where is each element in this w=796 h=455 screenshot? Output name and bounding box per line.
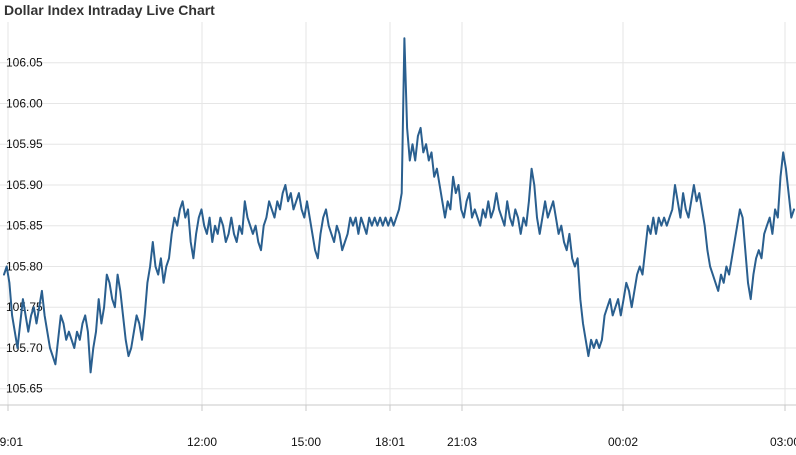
y-tick-label: 105.70 bbox=[6, 341, 43, 355]
x-tick-label: 18:01 bbox=[375, 435, 405, 449]
x-axis-ticks: 09:01 12:00 15:00 18:01 21:03 00:02 03:00 bbox=[0, 435, 796, 449]
y-tick-label: 106.00 bbox=[6, 96, 43, 110]
x-tick-label: 00:02 bbox=[608, 435, 638, 449]
x-tick-label: 03:00 bbox=[770, 435, 796, 449]
y-tick-label: 106.05 bbox=[6, 56, 43, 70]
y-tick-label: 105.90 bbox=[6, 178, 43, 192]
y-tick-label: 105.95 bbox=[6, 137, 43, 151]
y-tick-label: 105.65 bbox=[6, 382, 43, 396]
chart-title: Dollar Index Intraday Live Chart bbox=[4, 2, 215, 18]
y-tick-label: 105.80 bbox=[6, 259, 43, 273]
y-axis-ticks: 105.65105.70105.75105.80105.85105.90105.… bbox=[6, 56, 43, 396]
x-tick-label: 15:00 bbox=[291, 435, 321, 449]
x-tick-label: 12:00 bbox=[187, 435, 217, 449]
y-tick-label: 105.85 bbox=[6, 219, 43, 233]
series-layer bbox=[3, 37, 795, 374]
grid-lines bbox=[0, 22, 796, 411]
x-tick-label: 21:03 bbox=[447, 435, 477, 449]
dollar-index-line bbox=[3, 37, 795, 374]
x-tick-label: 09:01 bbox=[0, 435, 23, 449]
